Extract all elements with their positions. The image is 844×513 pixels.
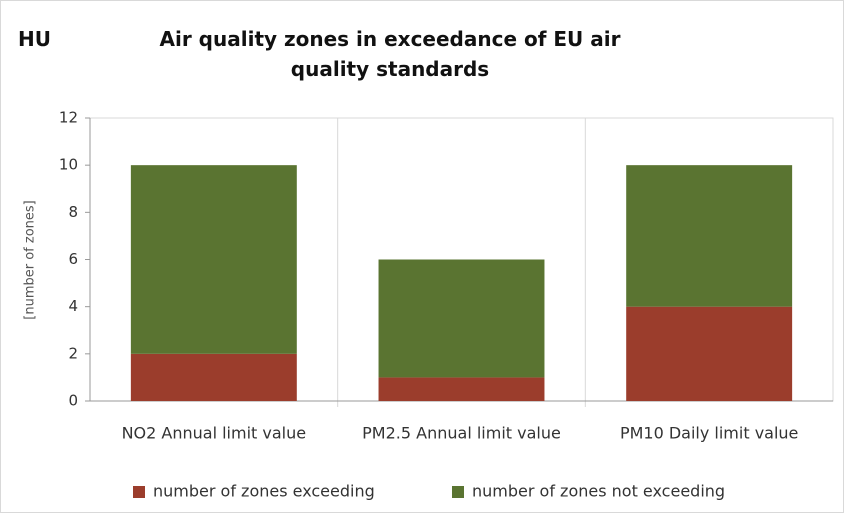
y-tick-label: 12 (59, 109, 78, 127)
y-tick-label: 8 (68, 203, 78, 221)
bar-segment (130, 165, 297, 354)
y-tick-label: 0 (68, 392, 78, 410)
y-tick-label: 4 (68, 297, 78, 315)
x-tick-label: PM10 Daily limit value (620, 424, 798, 443)
chart-title: Air quality zones in exceedance of EU ai… (159, 27, 621, 81)
y-tick-label: 6 (68, 250, 78, 268)
x-tick-label: NO2 Annual limit value (122, 424, 307, 443)
y-axis-label: [number of zones] (23, 200, 38, 319)
bar-segment (626, 306, 793, 401)
legend-label: number of zones not exceeding (472, 482, 725, 501)
y-tick-label: 2 (68, 344, 78, 362)
bar-segment (378, 377, 545, 401)
bar-segment (626, 165, 793, 307)
country-label: HU (18, 27, 51, 51)
x-tick-label: PM2.5 Annual limit value (362, 424, 561, 443)
legend-swatch (452, 486, 464, 498)
bar-segment (378, 259, 545, 378)
legend-label: number of zones exceeding (153, 482, 375, 501)
legend-swatch (133, 486, 145, 498)
y-tick-label: 10 (59, 156, 78, 174)
bar-segment (130, 353, 297, 401)
